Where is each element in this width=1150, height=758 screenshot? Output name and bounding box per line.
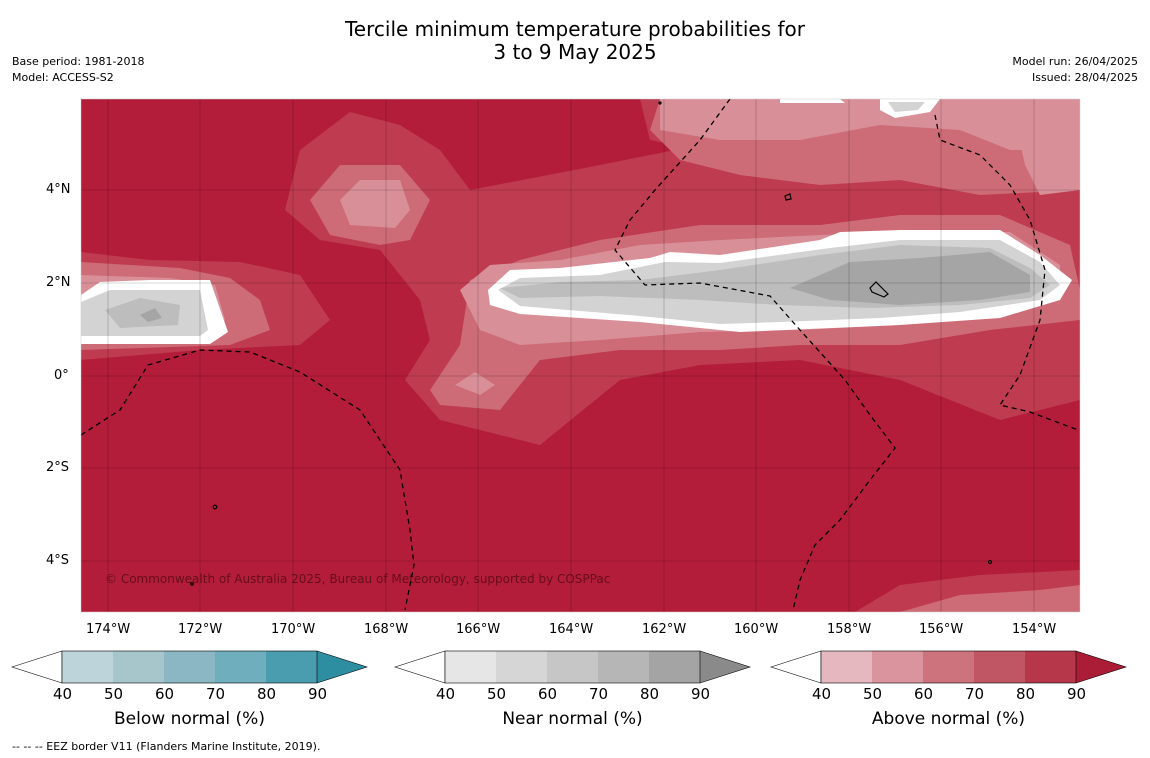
cb-near-swatch <box>445 651 496 683</box>
lat-label: 2°S <box>46 460 70 475</box>
colorbar-below-normal <box>11 650 368 684</box>
lon-label: 156°W <box>919 622 964 637</box>
meta-left: Base period: 1981-2018 Model: ACCESS-S2 <box>12 54 144 86</box>
graticule <box>81 99 1080 612</box>
lat-label: 0° <box>54 368 69 383</box>
title-line1: Tercile minimum temperature probabilitie… <box>344 17 806 41</box>
title-line2: 3 to 9 May 2025 <box>493 40 657 64</box>
cb-below-upper-arrow <box>317 651 367 683</box>
cb-tick: 90 <box>308 685 328 703</box>
islands <box>190 101 993 586</box>
lon-label: 158°W <box>827 622 872 637</box>
cb-below-swatch <box>266 651 317 683</box>
cb-tick: 70 <box>589 685 609 703</box>
lon-label: 174°W <box>86 622 131 637</box>
cb-tick: 90 <box>1067 685 1087 703</box>
lon-label: 154°W <box>1012 622 1057 637</box>
cb-tick: 90 <box>691 685 711 703</box>
cb-tick: 80 <box>1016 685 1036 703</box>
colorbar-above-normal <box>770 650 1127 684</box>
lon-label: 168°W <box>364 622 409 637</box>
cb-tick: 40 <box>53 685 73 703</box>
eez-borders <box>80 98 1079 611</box>
model-run: Model run: 26/04/2025 <box>1012 55 1138 68</box>
lon-label: 164°W <box>549 622 594 637</box>
chart-title: Tercile minimum temperature probabilitie… <box>0 18 1150 64</box>
cb-tick: 60 <box>538 685 558 703</box>
colorbars <box>11 650 1127 684</box>
colorbar-title-above: Above normal (%) <box>871 709 1026 729</box>
cb-tick: 60 <box>155 685 175 703</box>
cb-above-lower-arrow <box>770 650 822 684</box>
cb-tick: 50 <box>487 685 507 703</box>
lon-label: 160°W <box>734 622 779 637</box>
meta-right: Model run: 26/04/2025 Issued: 28/04/2025 <box>1012 54 1138 86</box>
cb-tick: 60 <box>914 685 934 703</box>
colorbar-title-near: Near normal (%) <box>502 709 643 729</box>
cb-near-swatch <box>547 651 598 683</box>
cb-below-swatch <box>113 651 164 683</box>
cb-above-swatch <box>974 651 1025 683</box>
cb-near-lower-arrow <box>394 650 446 684</box>
cb-tick: 40 <box>436 685 456 703</box>
cb-above-swatch <box>872 651 923 683</box>
cb-above-swatch <box>1025 651 1076 683</box>
cb-tick: 80 <box>640 685 660 703</box>
cb-above-swatch <box>923 651 974 683</box>
lat-label: 2°N <box>46 275 71 290</box>
issued-date: Issued: 28/04/2025 <box>1031 71 1138 84</box>
cb-tick: 70 <box>965 685 985 703</box>
cb-near-upper-arrow <box>700 651 750 683</box>
lon-label: 166°W <box>456 622 501 637</box>
cb-tick: 50 <box>104 685 124 703</box>
cb-above-swatch <box>821 651 872 683</box>
cb-near-swatch <box>649 651 700 683</box>
eez-footnote: -- -- -- EEZ border V11 (Flanders Marine… <box>12 740 321 753</box>
cb-near-swatch <box>496 651 547 683</box>
lon-label: 172°W <box>178 622 223 637</box>
lat-label: 4°S <box>46 553 70 568</box>
cb-below-swatch <box>215 651 266 683</box>
model-name: Model: ACCESS-S2 <box>12 71 114 84</box>
base-period: Base period: 1981-2018 <box>12 55 145 68</box>
copyright-notice: © Commonwealth of Australia 2025, Bureau… <box>105 572 611 586</box>
cb-near-swatch <box>598 651 649 683</box>
map-frame <box>80 98 1081 613</box>
lon-label: 162°W <box>642 622 687 637</box>
colorbar-title-below: Below normal (%) <box>114 709 265 729</box>
cb-tick: 70 <box>206 685 226 703</box>
cb-tick: 80 <box>257 685 277 703</box>
cb-above-upper-arrow <box>1076 651 1126 683</box>
lon-label: 170°W <box>271 622 316 637</box>
cb-below-swatch <box>62 651 113 683</box>
probability-field <box>81 99 1080 612</box>
cb-below-swatch <box>164 651 215 683</box>
cb-below-lower-arrow <box>11 650 63 684</box>
lat-label: 4°N <box>46 182 71 197</box>
cb-tick: 40 <box>812 685 832 703</box>
colorbar-near-normal <box>394 650 751 684</box>
cb-tick: 50 <box>863 685 883 703</box>
